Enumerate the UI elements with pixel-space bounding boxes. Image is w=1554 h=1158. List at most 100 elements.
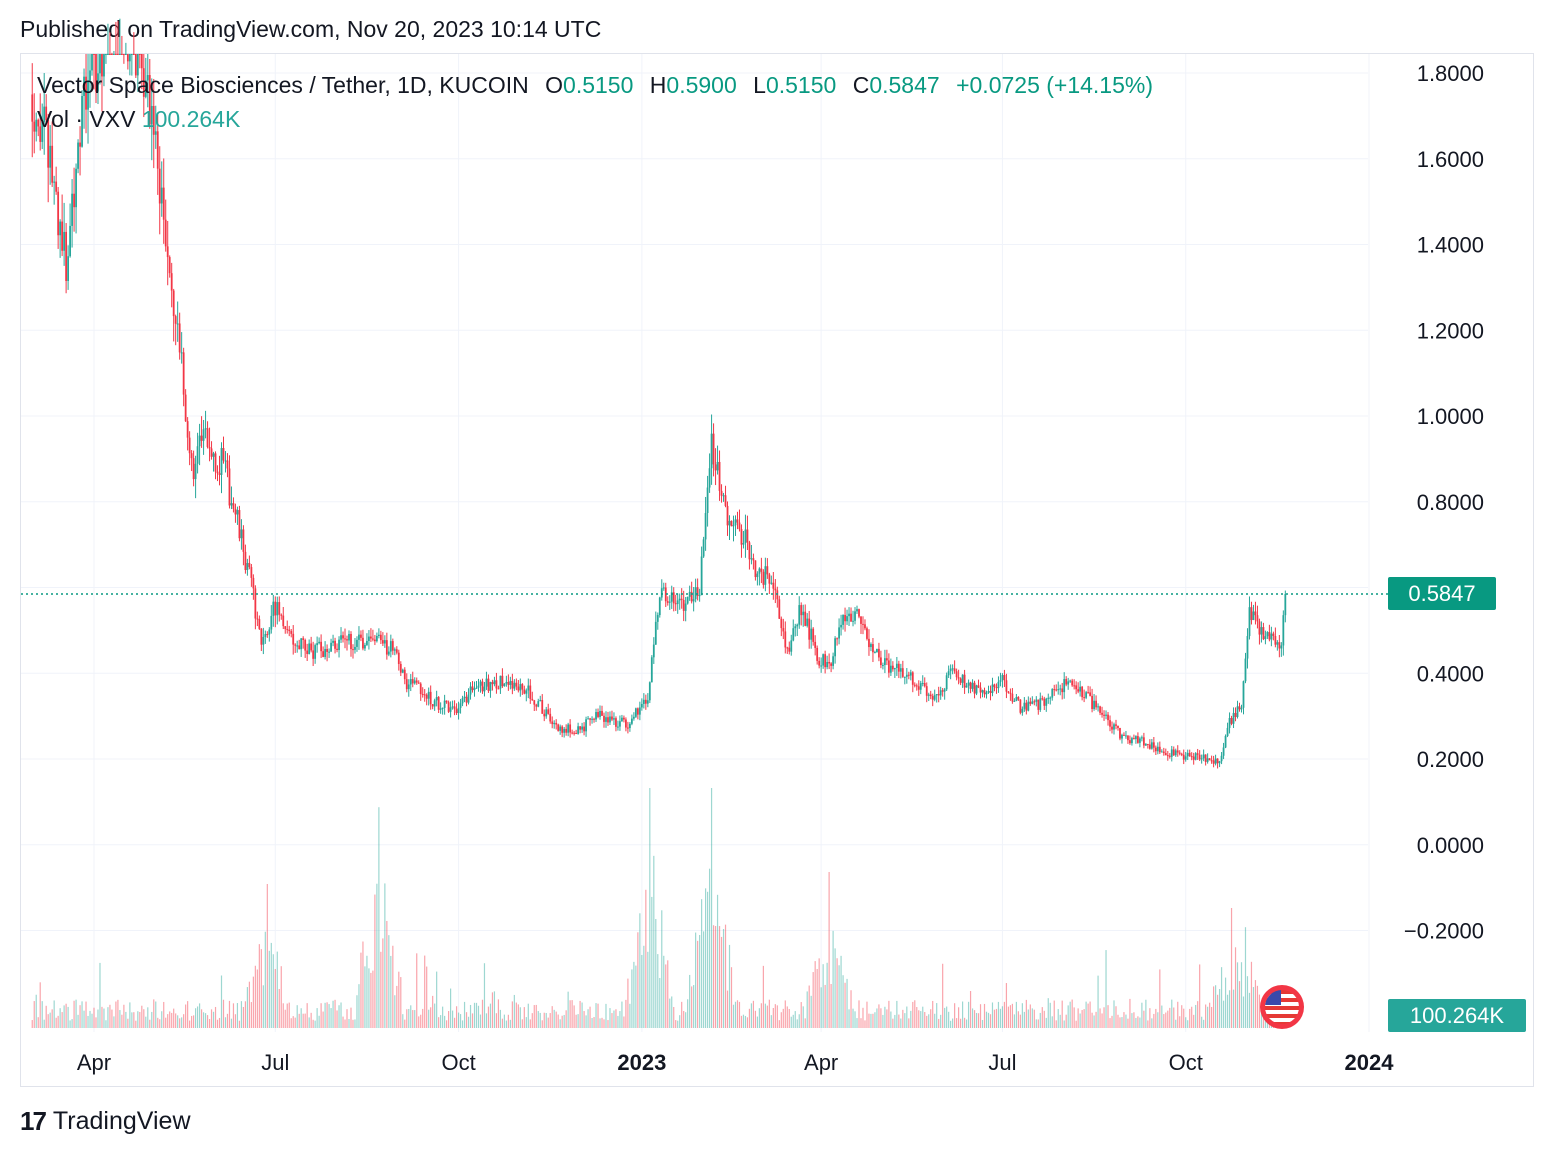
candle-body xyxy=(156,131,159,169)
y-tick-label: 0.0000 xyxy=(1417,833,1484,858)
volume-bar xyxy=(1005,983,1008,1028)
volume-bar xyxy=(862,1007,864,1028)
volume-bar xyxy=(746,1017,749,1028)
candle-body xyxy=(441,707,444,709)
candle-body xyxy=(961,674,964,683)
volume-bar xyxy=(505,1020,507,1028)
candle-body xyxy=(1278,642,1281,649)
volume-bar xyxy=(597,1003,599,1028)
volume-bar xyxy=(31,1020,33,1028)
candle-body xyxy=(832,656,835,666)
candle-body xyxy=(754,560,757,578)
candle-body xyxy=(535,704,538,707)
volume-bar xyxy=(1209,1002,1211,1028)
candle-body xyxy=(963,674,966,688)
volume-bar xyxy=(39,982,41,1028)
volume-bar xyxy=(948,1011,950,1028)
candle-body xyxy=(487,678,490,691)
candle-body xyxy=(33,121,36,132)
y-tick-label: 1.0000 xyxy=(1417,404,1484,429)
candle-body xyxy=(35,119,38,132)
open-value: 0.5150 xyxy=(563,72,634,98)
volume-bar xyxy=(800,1002,802,1028)
candle-body xyxy=(1113,724,1115,730)
volume-bar xyxy=(487,1006,490,1028)
volume-bar xyxy=(1051,1016,1053,1028)
volume-bar xyxy=(364,966,366,1028)
candle-body xyxy=(77,142,79,169)
candle-body xyxy=(874,652,876,654)
volume-bar xyxy=(1153,1013,1155,1028)
volume-bar xyxy=(836,958,838,1028)
candle-body xyxy=(674,603,677,605)
candlestick-series xyxy=(31,18,1287,769)
volume-bar xyxy=(129,1002,131,1028)
volume-bar xyxy=(760,1003,762,1028)
volume-bar xyxy=(288,1002,290,1028)
volume-bar xyxy=(842,975,844,1028)
candle-body xyxy=(1075,685,1078,690)
candle-body xyxy=(312,650,315,659)
volume-bar xyxy=(683,1010,685,1028)
candle-body xyxy=(850,613,852,622)
candle-body xyxy=(991,684,994,694)
volume-bar xyxy=(1216,994,1219,1028)
candle-body xyxy=(310,643,313,651)
volume-bar xyxy=(69,1020,71,1028)
volume-bar xyxy=(83,1010,85,1028)
candle-body xyxy=(617,726,619,728)
us-flag-icon[interactable] xyxy=(1260,985,1304,1029)
candle-body xyxy=(210,448,213,457)
candle-body xyxy=(959,678,962,683)
volume-bar xyxy=(133,1012,135,1028)
volume-bar xyxy=(922,1006,924,1028)
volume-bar xyxy=(89,1010,91,1028)
candle-body xyxy=(381,640,384,644)
candle-body xyxy=(858,609,860,617)
candle-body xyxy=(134,54,137,76)
volume-bar xyxy=(1085,1001,1087,1028)
volume-bar xyxy=(280,966,282,1028)
candle-body xyxy=(61,221,64,251)
candle-body xyxy=(770,582,773,584)
volume-bar xyxy=(1055,1020,1057,1028)
candle-body xyxy=(555,722,558,725)
volume-bar xyxy=(276,951,278,1028)
volume-bar xyxy=(1143,1010,1145,1028)
volume-bar xyxy=(1230,908,1233,1028)
candle-body xyxy=(302,638,305,640)
candle-body xyxy=(880,657,882,666)
candle-body xyxy=(489,682,492,691)
volume-bar xyxy=(481,999,484,1028)
candle-body xyxy=(459,703,462,708)
volume-bar xyxy=(1199,964,1201,1028)
candle-body xyxy=(601,710,603,716)
volume-bar xyxy=(1121,1017,1123,1028)
volume-bar xyxy=(479,1014,482,1028)
volume-bar xyxy=(641,954,643,1028)
footer-brand[interactable]: 17 TradingView xyxy=(20,1106,191,1137)
volume-bar xyxy=(872,1013,874,1028)
volume-bar xyxy=(726,990,729,1028)
volume-bar xyxy=(1103,1007,1105,1028)
candle-body xyxy=(1234,712,1237,717)
candle-body xyxy=(1272,633,1275,636)
candle-body xyxy=(1186,752,1189,757)
volume-bar xyxy=(1262,1015,1265,1028)
volume-bar xyxy=(455,1006,458,1028)
volume-bar xyxy=(348,1019,350,1028)
volume-bar xyxy=(639,913,641,1028)
candle-body xyxy=(919,683,922,690)
candle-body xyxy=(449,707,452,712)
volume-bar xyxy=(442,1006,444,1028)
candle-body xyxy=(188,437,191,454)
candle-body xyxy=(356,639,358,647)
volume-bar xyxy=(167,1014,169,1028)
volume-bar xyxy=(1234,947,1237,1028)
candle-body xyxy=(453,706,456,710)
candle-body xyxy=(583,726,585,732)
volume-bar xyxy=(165,1017,167,1028)
volume-bar xyxy=(1141,1002,1143,1028)
volume-bar xyxy=(360,952,362,1028)
